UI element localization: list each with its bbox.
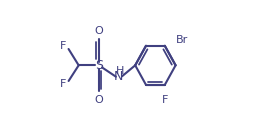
Text: H: H [116,66,124,76]
Text: F: F [60,41,67,51]
Text: S: S [95,59,103,72]
Text: O: O [94,26,103,36]
Text: F: F [60,79,67,89]
Text: Br: Br [176,35,188,45]
Text: N: N [113,70,123,83]
Text: F: F [162,95,168,105]
Text: O: O [94,95,103,105]
